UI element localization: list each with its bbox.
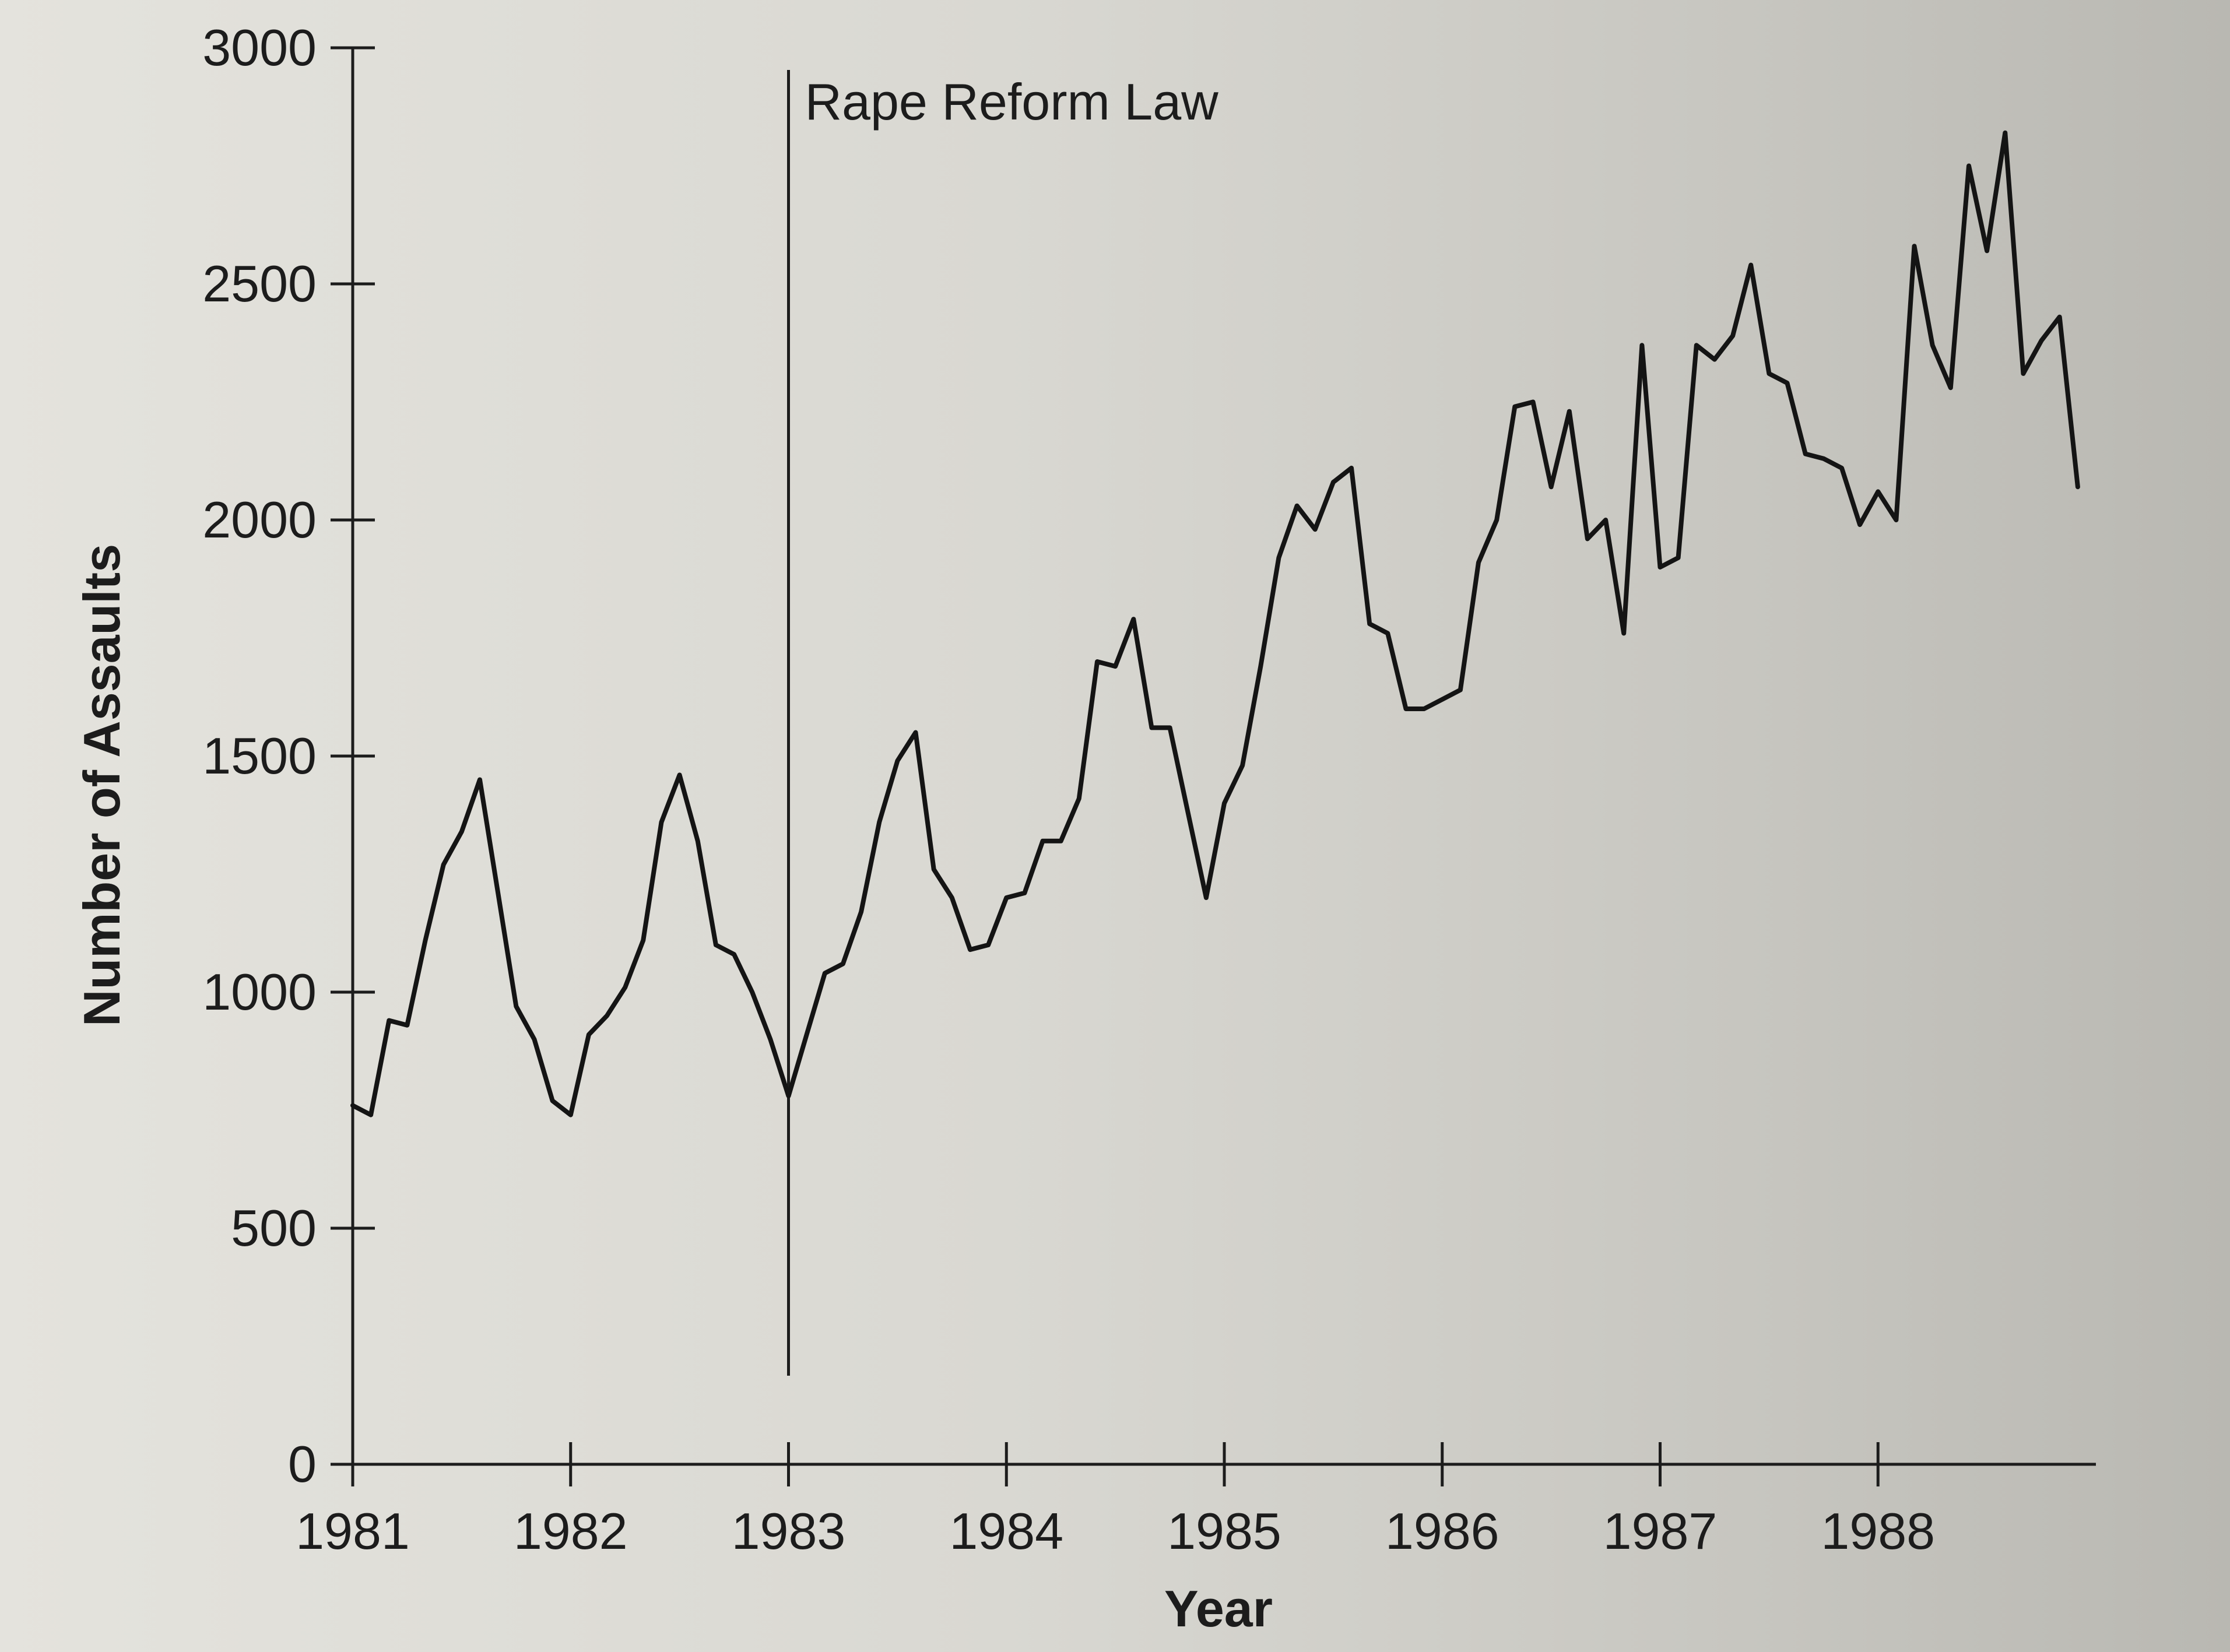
x-tick-label: 1984 bbox=[949, 1502, 1063, 1560]
axes bbox=[351, 48, 2096, 1466]
y-tick-label: 1000 bbox=[202, 963, 317, 1021]
y-axis-title: Number of Assaults bbox=[73, 544, 131, 1027]
x-axis-title: Year bbox=[1164, 1580, 1273, 1637]
x-tick-label: 1983 bbox=[732, 1502, 846, 1560]
ticks: 0 500 1000 1500 2000 2500 3000 1981 1982 1983 1984… bbox=[202, 19, 1935, 1560]
y-tick-label: 2500 bbox=[202, 255, 317, 312]
y-tick-label: 500 bbox=[231, 1199, 317, 1257]
series-line-0 bbox=[350, 130, 2080, 1117]
y-tick-label: 1500 bbox=[202, 727, 317, 785]
y-tick-label: 3000 bbox=[202, 19, 317, 76]
x-tick-label: 1985 bbox=[1167, 1502, 1281, 1560]
x-tick-label: 1981 bbox=[296, 1502, 410, 1560]
reform-law-label: Rape Reform Law bbox=[805, 73, 1219, 131]
x-tick-label: 1982 bbox=[514, 1502, 628, 1560]
x-tick-label: 1986 bbox=[1385, 1502, 1499, 1560]
y-tick-label: 0 bbox=[288, 1435, 317, 1493]
annotation-layer: Rape Reform Law bbox=[787, 70, 1219, 1376]
x-tick-label: 1988 bbox=[1821, 1502, 1935, 1560]
series-layer bbox=[350, 130, 2080, 1117]
y-tick-label: 2000 bbox=[202, 491, 317, 549]
x-tick-label: 1987 bbox=[1603, 1502, 1718, 1560]
